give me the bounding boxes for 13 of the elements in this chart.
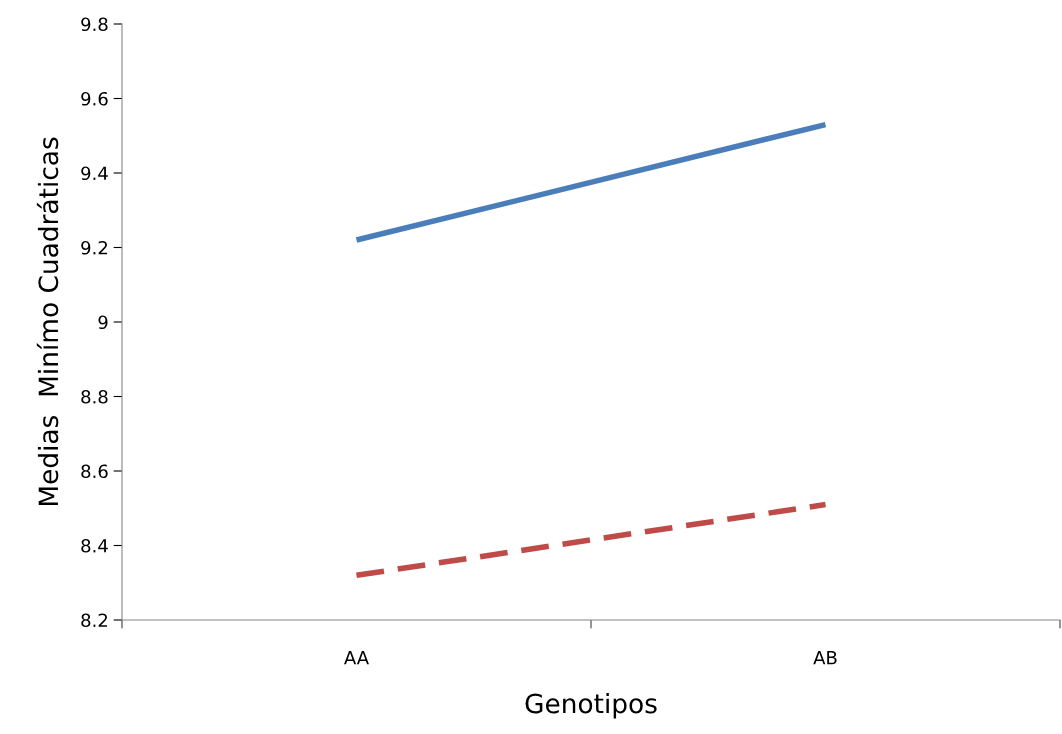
y-tick-label: 8.4 bbox=[81, 538, 108, 553]
y-tick-label: 9.6 bbox=[81, 91, 108, 106]
y-tick-label: 9.2 bbox=[81, 240, 107, 255]
y-axis-title: Medias Minímo Cuadráticas bbox=[36, 137, 59, 506]
y-tick-label: 8.2 bbox=[81, 613, 107, 628]
x-tick-label: AB bbox=[813, 651, 837, 665]
y-tick-label: 8.8 bbox=[81, 389, 108, 404]
y-tick-label: 9 bbox=[98, 315, 108, 330]
x-axis-title: Genotipos bbox=[525, 693, 657, 719]
y-tick-label: 9.8 bbox=[81, 17, 108, 32]
y-tick-label: 9.4 bbox=[81, 166, 108, 181]
x-tick-label: AA bbox=[344, 651, 369, 665]
y-tick-label: 8.6 bbox=[81, 464, 108, 479]
